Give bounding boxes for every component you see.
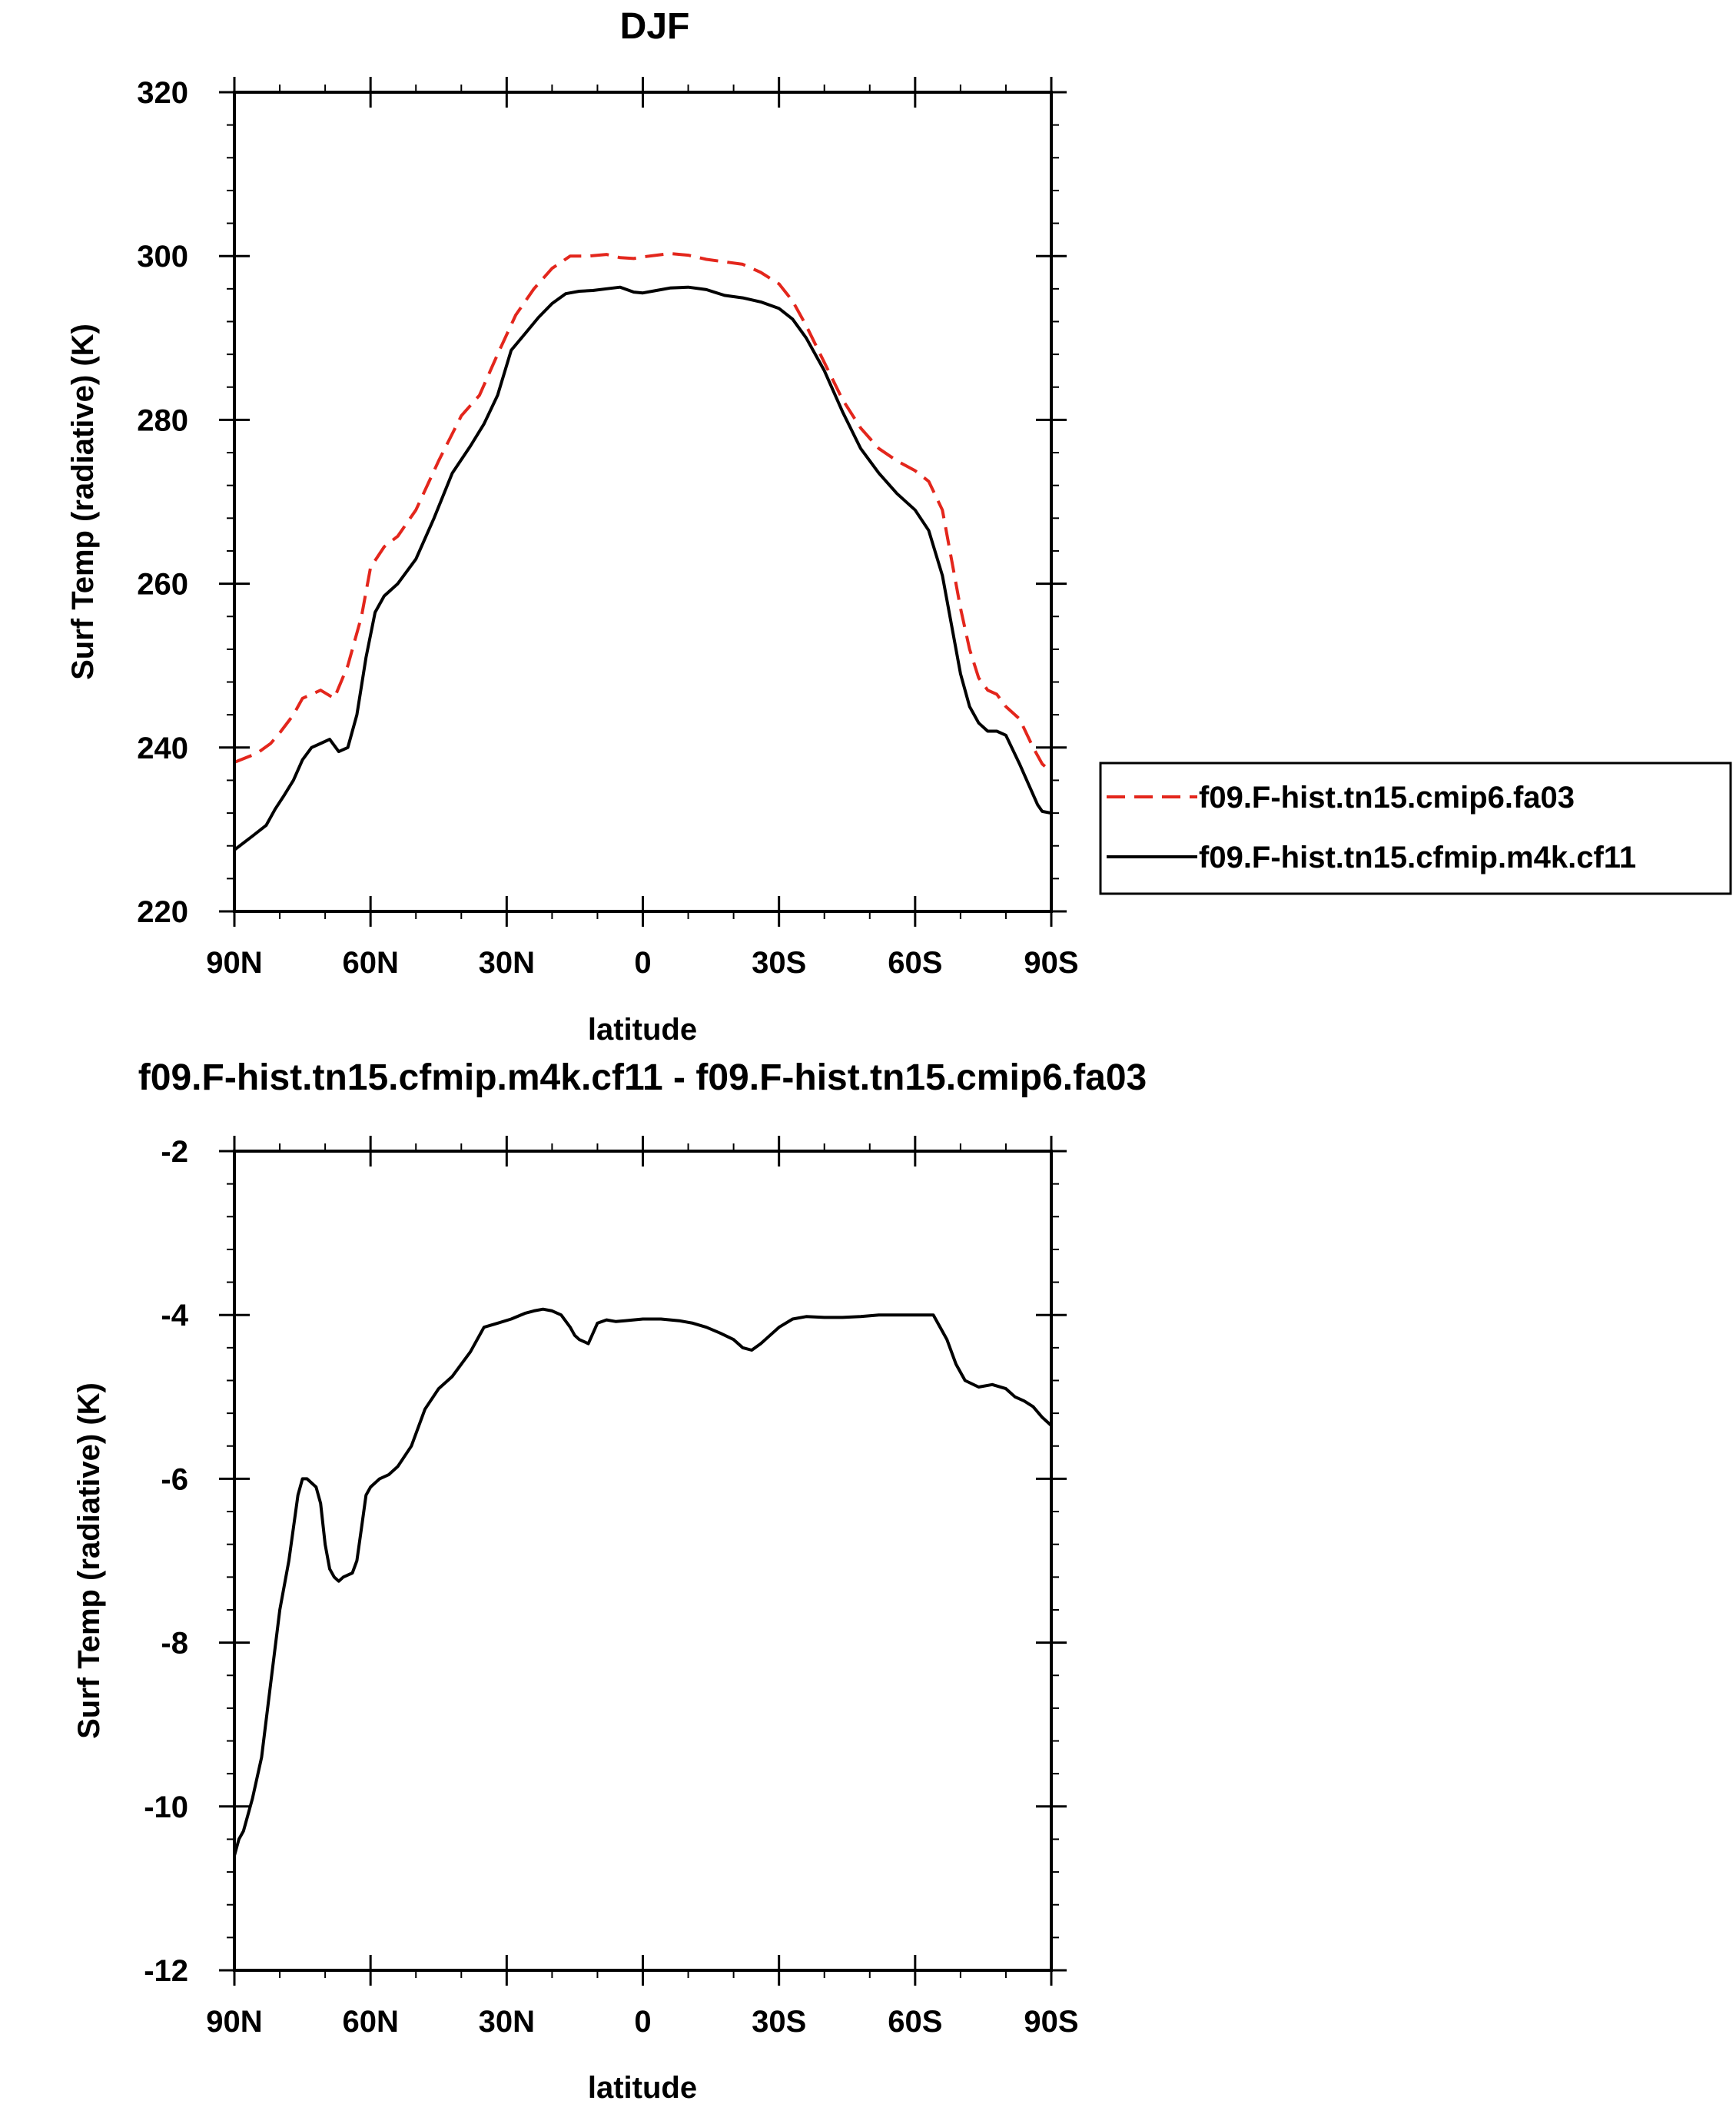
chart-top-x-tick-label: 90N — [206, 946, 262, 980]
legend-box — [1099, 762, 1732, 895]
chart-bottom-frame — [233, 1150, 1053, 1972]
chart-bottom-x-tick-label: 60S — [888, 2005, 942, 2039]
chart-bottom-y-tick-label: -8 — [161, 1627, 188, 1661]
chart-bottom-y-axis-label: Surf Temp (radiative) (K) — [72, 1382, 106, 1739]
chart-bottom-tick-labels: -12 -10 -8 -6 -4 -2 90N 60N 30N 0 30S 60S 90S — [144, 1135, 1078, 2039]
chart-bottom-y-tick-label: -12 — [144, 1954, 188, 1988]
chart-top: DJF 220 240 260 280 300 320 90N 60N 30N 0 30S 60S 90… — [66, 6, 1079, 1047]
chart-bottom-x-tick-label: 90N — [206, 2005, 262, 2039]
chart-bottom-y-tick-label: -2 — [161, 1135, 188, 1169]
chart-top-x-tick-label: 60N — [342, 946, 398, 980]
chart-top-y-tick-label: 320 — [137, 76, 188, 110]
chart-bottom-series — [233, 1307, 1053, 1857]
chart-bottom-x-axis-label: latitude — [588, 2071, 697, 2104]
chart-bottom: f09.F-hist.tn15.cfmip.m4k.cf11 - f09.F-h… — [72, 1057, 1147, 2104]
chart-top-y-tick-label: 280 — [137, 403, 188, 437]
chart-top-x-tick-label: 30N — [479, 946, 535, 980]
chart-top-series — [233, 252, 1053, 851]
chart-top-y-tick-label: 300 — [137, 240, 188, 274]
chart-top-frame — [233, 91, 1053, 913]
chart-bottom-y-tick-label: -4 — [161, 1299, 188, 1332]
chart-top-y-axis-label: Surf Temp (radiative) (K) — [66, 324, 100, 680]
chart-top-x-tick-label: 30S — [752, 946, 806, 980]
chart-bottom-series-line-0 — [233, 1307, 1053, 1857]
chart-top-x-tick-label: 60S — [888, 946, 942, 980]
chart-bottom-y-tick-label: -6 — [161, 1462, 188, 1496]
chart-bottom-y-tick-label: -10 — [144, 1790, 188, 1824]
legend: f09.F-hist.tn15.cmip6.fa03 f09.F-hist.tn… — [1099, 762, 1732, 895]
chart-top-series-line-1 — [233, 285, 1052, 851]
chart-top-y-tick-label: 220 — [137, 895, 188, 929]
chart-bottom-x-tick-label: 0 — [634, 2005, 651, 2039]
chart-bottom-x-tick-label: 30N — [479, 2005, 535, 2039]
chart-top-y-tick-label: 260 — [137, 568, 188, 602]
chart-top-x-tick-label: 90S — [1024, 946, 1078, 980]
chart-top-y-tick-label: 240 — [137, 732, 188, 765]
chart-bottom-ticks — [219, 1136, 1067, 1986]
chart-top-title: DJF — [620, 6, 690, 47]
legend-label-0: f09.F-hist.tn15.cmip6.fa03 — [1199, 781, 1575, 815]
chart-top-series-line-0 — [234, 252, 1053, 774]
chart-top-tick-labels: 220 240 260 280 300 320 90N 60N 30N 0 30S 60S 90S — [137, 76, 1078, 980]
chart-bottom-x-tick-label: 60N — [342, 2005, 398, 2039]
chart-bottom-title: f09.F-hist.tn15.cfmip.m4k.cf11 - f09.F-h… — [138, 1057, 1147, 1098]
chart-bottom-x-tick-label: 90S — [1024, 2005, 1078, 2039]
chart-bottom-x-tick-label: 30S — [752, 2005, 806, 2039]
chart-top-x-axis-label: latitude — [588, 1013, 697, 1047]
legend-label-1: f09.F-hist.tn15.cfmip.m4k.cf11 — [1199, 841, 1636, 874]
chart-top-x-tick-label: 0 — [634, 946, 651, 980]
